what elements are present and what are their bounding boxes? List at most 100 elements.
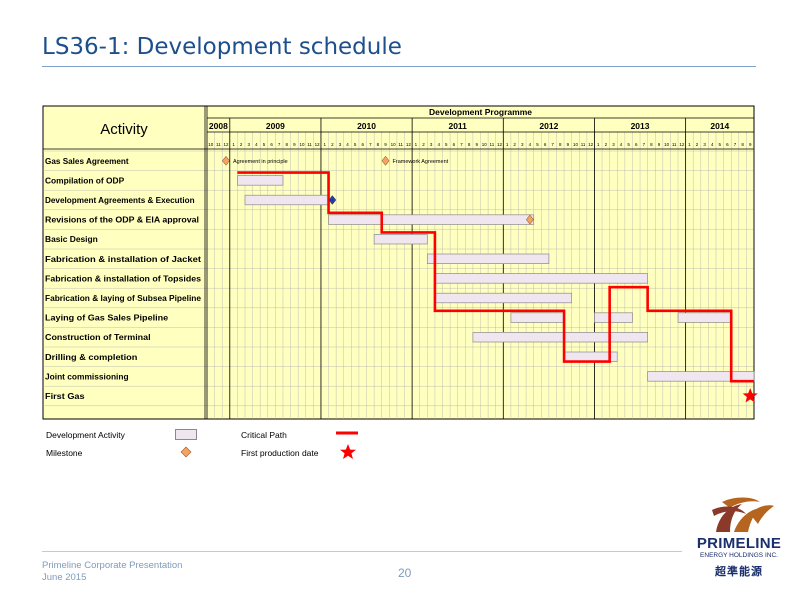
logo-chinese-name: 超準能源 (715, 566, 763, 578)
month-label: 9 (567, 142, 570, 147)
critical-path-line (237, 171, 754, 383)
activity-label: First Gas (45, 392, 85, 401)
month-label: 7 (369, 142, 372, 147)
month-label: 2 (513, 142, 516, 147)
activity-label: Revisions of the ODP & EIA approval (45, 216, 199, 225)
month-label: 10 (573, 142, 579, 147)
month-label: 2 (240, 142, 243, 147)
month-label: 5 (263, 142, 266, 147)
first-gas-star-icon (742, 388, 758, 403)
legend-first-production-star-icon (340, 444, 356, 459)
month-label: 12 (223, 142, 229, 147)
month-label: 8 (559, 142, 562, 147)
milestone-diamond-icon (328, 195, 337, 205)
legend-milestone-label: Milestone (46, 448, 83, 458)
month-label: 6 (270, 142, 273, 147)
month-label: 12 (315, 142, 321, 147)
month-label: 2 (422, 142, 425, 147)
month-label: 7 (643, 142, 646, 147)
month-label: 7 (278, 142, 281, 147)
year-label: 2010 (357, 121, 376, 131)
month-label: 1 (323, 142, 326, 147)
month-label: 5 (445, 142, 448, 147)
month-label: 8 (468, 142, 471, 147)
month-label: 3 (339, 142, 342, 147)
year-label: 2013 (631, 121, 650, 131)
footer-presentation-name: Primeline Corporate Presentation (42, 560, 183, 571)
company-logo: PRIMELINE ENERGY HOLDINGS INC. 超準能源 (694, 492, 784, 584)
activity-bar (434, 273, 648, 284)
activity-label: Fabrication & laying of Subsea Pipeline (45, 294, 202, 303)
activity-bar (434, 292, 573, 304)
month-label: 3 (703, 142, 706, 147)
month-label: 11 (672, 142, 677, 147)
logo-subname: ENERGY HOLDINGS INC. (700, 552, 778, 559)
year-label: 2011 (448, 121, 467, 131)
month-label: 6 (453, 142, 456, 147)
month-label: 9 (293, 142, 296, 147)
title-rule (42, 66, 756, 67)
month-label: 3 (430, 142, 433, 147)
activity-label: Laying of Gas Sales Pipeline (45, 314, 169, 323)
month-label: 8 (377, 142, 380, 147)
month-label: 10 (482, 142, 488, 147)
activity-bar (594, 312, 633, 323)
activity-label: Fabrication & installation of Topsides (45, 274, 202, 283)
month-label: 6 (726, 142, 729, 147)
gantt-chart: 2008 2009 2010 2011 2012 2013 2014 Development … (42, 105, 758, 420)
month-label: 9 (658, 142, 661, 147)
activity-label: Development Agreements & Execution (45, 196, 195, 205)
programme-header: Development Programme (429, 107, 532, 117)
month-label: 3 (248, 142, 251, 147)
chart-background (42, 105, 755, 420)
month-label: 8 (741, 142, 744, 147)
activity-bar (373, 234, 428, 245)
footer-date: June 2015 (42, 572, 87, 583)
legend-development-activity-swatch (175, 429, 197, 440)
activity-bar (677, 312, 732, 323)
legend-development-activity-label: Development Activity (46, 430, 125, 440)
month-label: 6 (361, 142, 364, 147)
month-label: 7 (734, 142, 737, 147)
activity-bar (426, 253, 550, 264)
month-label: 10 (299, 142, 305, 147)
logo-name: PRIMELINE (696, 535, 782, 552)
month-label: 8 (286, 142, 289, 147)
year-label: 2009 (266, 121, 285, 131)
month-label: 11 (307, 142, 312, 147)
month-label: 4 (620, 142, 623, 147)
legend-critical-path-label: Critical Path (241, 430, 287, 440)
month-label: 1 (415, 142, 418, 147)
activity-bar (472, 332, 648, 343)
activity-label: Basic Design (45, 235, 98, 244)
month-label: 9 (384, 142, 387, 147)
activity-label: Construction of Terminal (45, 333, 151, 342)
year-label: 2008 (209, 121, 228, 131)
month-label: 3 (521, 142, 524, 147)
year-label: 2014 (710, 121, 729, 131)
month-label: 7 (551, 142, 554, 147)
activity-header: Activity (100, 121, 148, 138)
activity-bar (244, 194, 329, 206)
activity-label: Joint commissioning (45, 372, 129, 381)
page-number: 20 (398, 566, 412, 580)
milestone-label: Agreement in principle (233, 159, 288, 165)
month-label: 4 (346, 142, 349, 147)
month-label: 4 (529, 142, 532, 147)
year-label: 2012 (539, 121, 558, 131)
milestone-diamond-icon (525, 214, 534, 225)
month-label: 11 (216, 142, 221, 147)
month-label: 5 (536, 142, 539, 147)
milestone-diamond-icon (381, 155, 390, 166)
footer-rule (42, 551, 682, 552)
activity-bar (510, 312, 565, 323)
month-label: 9 (475, 142, 478, 147)
activity-bar (328, 214, 535, 225)
legend-critical-path-line (336, 431, 358, 435)
month-label: 1 (232, 142, 235, 147)
month-label: 7 (460, 142, 463, 147)
month-label: 10 (664, 142, 670, 147)
month-label: 1 (597, 142, 600, 147)
activity-label: Compilation of ODP (45, 176, 125, 185)
month-label: 12 (406, 142, 412, 147)
